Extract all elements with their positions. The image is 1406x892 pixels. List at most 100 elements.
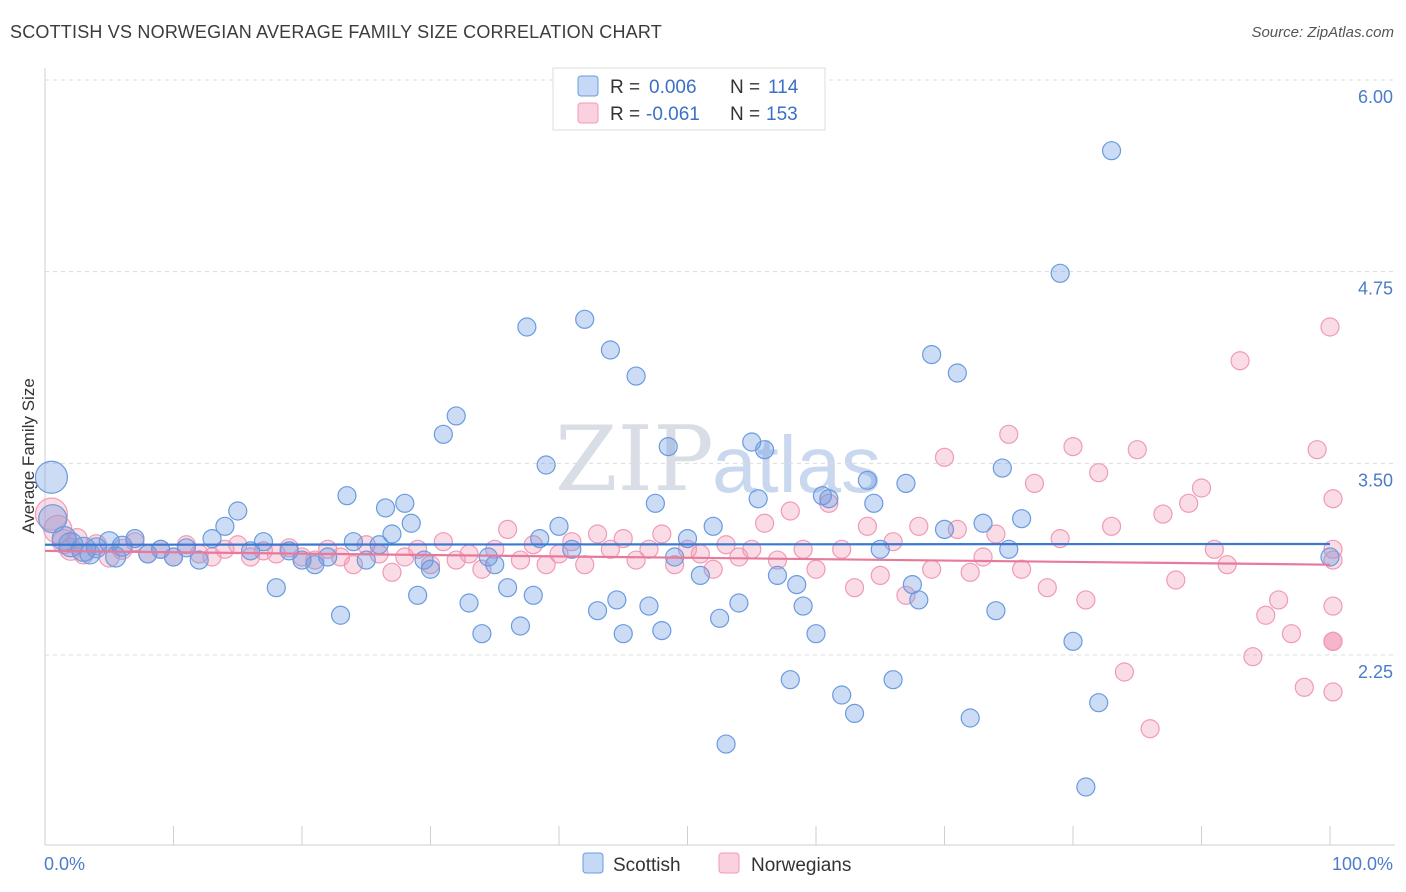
scottish-point xyxy=(992,458,1012,478)
scottish-point xyxy=(587,601,608,621)
x-tick-marks xyxy=(44,826,1331,845)
scottish-point xyxy=(864,493,884,513)
scottish-point xyxy=(844,703,865,724)
norwegians-point xyxy=(587,524,608,544)
norwegians-point xyxy=(909,516,929,536)
scottish-point xyxy=(228,501,248,521)
scottish-point xyxy=(806,624,826,644)
scottish-point xyxy=(408,585,428,605)
axes xyxy=(44,68,1395,846)
scottish-point xyxy=(748,489,768,509)
scottish-point xyxy=(639,596,659,616)
norwegians-point xyxy=(1089,463,1109,483)
scottish-point xyxy=(459,593,479,613)
scottish-point xyxy=(1011,509,1032,529)
norwegians-point xyxy=(973,547,993,567)
scottish-point xyxy=(215,516,235,536)
norwegians-point xyxy=(1256,605,1276,625)
norwegians-point xyxy=(626,550,646,570)
norwegians-point xyxy=(1323,489,1343,509)
norwegians-point xyxy=(896,585,916,605)
norwegians-point xyxy=(857,516,878,536)
scottish-point xyxy=(446,406,466,426)
scottish-point xyxy=(819,489,839,509)
norwegians-point xyxy=(870,565,890,586)
scottish-point xyxy=(710,608,730,628)
scottish-point xyxy=(517,317,537,337)
norwegians-point xyxy=(1140,719,1160,739)
norwegians-point xyxy=(1101,516,1122,536)
scottish-point xyxy=(472,624,492,644)
legend-r-label-norwegians: R = xyxy=(610,104,640,125)
norwegians-point xyxy=(1166,570,1186,590)
bottom-legend-swatch-scottish xyxy=(582,852,604,874)
scottish-point xyxy=(356,550,376,570)
scottish-point xyxy=(754,440,775,460)
norwegians-point xyxy=(382,562,402,582)
y-axis-label: Average Family Size xyxy=(19,378,38,534)
norwegians-point xyxy=(575,555,595,575)
bottom-legend-swatch-norwegians xyxy=(718,852,740,874)
norwegians-trend-line xyxy=(44,549,1331,566)
scottish-point xyxy=(189,550,209,570)
norwegians-point xyxy=(832,539,852,559)
norwegians-point xyxy=(472,559,492,579)
scottish-point xyxy=(896,473,916,493)
norwegians-point xyxy=(1114,662,1135,682)
scottish-point xyxy=(485,555,505,575)
scottish-point xyxy=(318,547,338,567)
norwegians-point xyxy=(1191,478,1212,498)
norwegians-point xyxy=(780,501,800,521)
scottish-point xyxy=(986,601,1006,621)
norwegians-point xyxy=(999,424,1019,444)
scottish-point xyxy=(1089,693,1109,713)
x-tick-label-min: 0.0% xyxy=(44,854,85,874)
scottish-point xyxy=(870,539,890,559)
norwegians-point xyxy=(819,493,839,513)
norwegians-point xyxy=(806,559,826,579)
y-tick-label: 6.00 xyxy=(1358,87,1393,107)
scottish-point xyxy=(1320,547,1340,567)
norwegians-point xyxy=(1294,677,1314,697)
norwegians-point xyxy=(1063,437,1083,457)
scottish-point xyxy=(202,528,222,549)
scottish-point xyxy=(38,504,68,534)
norwegians-point xyxy=(459,544,479,564)
legend-n-value-norwegians: 153 xyxy=(766,104,798,125)
norwegians-point xyxy=(1076,590,1096,610)
scottish-point xyxy=(677,528,698,549)
norwegians-point xyxy=(1037,578,1057,598)
norwegians-point xyxy=(639,539,659,559)
norwegians-point xyxy=(934,447,955,467)
scottish-point xyxy=(947,363,967,383)
x-tick-label-max: 100.0% xyxy=(1332,854,1393,874)
scottish-point xyxy=(922,345,942,365)
scottish-point xyxy=(1101,141,1122,161)
scottish-point xyxy=(934,519,955,540)
scottish-point xyxy=(575,309,595,329)
legend-n-value-scottish: 114 xyxy=(768,77,799,98)
scottish-point xyxy=(793,596,813,616)
norwegians-point xyxy=(1011,559,1032,579)
scottish-point xyxy=(510,616,531,636)
norwegians-point xyxy=(844,578,865,598)
scottish-point xyxy=(1050,263,1070,283)
scottish-point xyxy=(266,578,286,598)
scottish-point xyxy=(125,528,145,549)
bottom-legend-label-norwegians: Norwegians xyxy=(751,855,851,876)
scottish-point xyxy=(690,565,710,586)
scottish-point xyxy=(34,460,69,494)
scottish-point xyxy=(607,590,627,610)
scottish-point xyxy=(343,532,363,552)
norwegians-point xyxy=(1024,473,1045,493)
norwegians-point xyxy=(1268,590,1289,610)
scottish-point xyxy=(626,366,646,386)
norwegians-point xyxy=(1281,624,1302,644)
scottish-point xyxy=(478,547,498,567)
norwegians-point xyxy=(652,524,672,544)
legend: R = 0.006 N = 114 R = -0.061 N = 153 xyxy=(552,67,826,131)
y-tick-label: 3.50 xyxy=(1358,470,1393,490)
scottish-point xyxy=(703,516,723,536)
norwegians-point xyxy=(793,539,813,559)
watermark: ZIP atlas xyxy=(555,407,881,512)
